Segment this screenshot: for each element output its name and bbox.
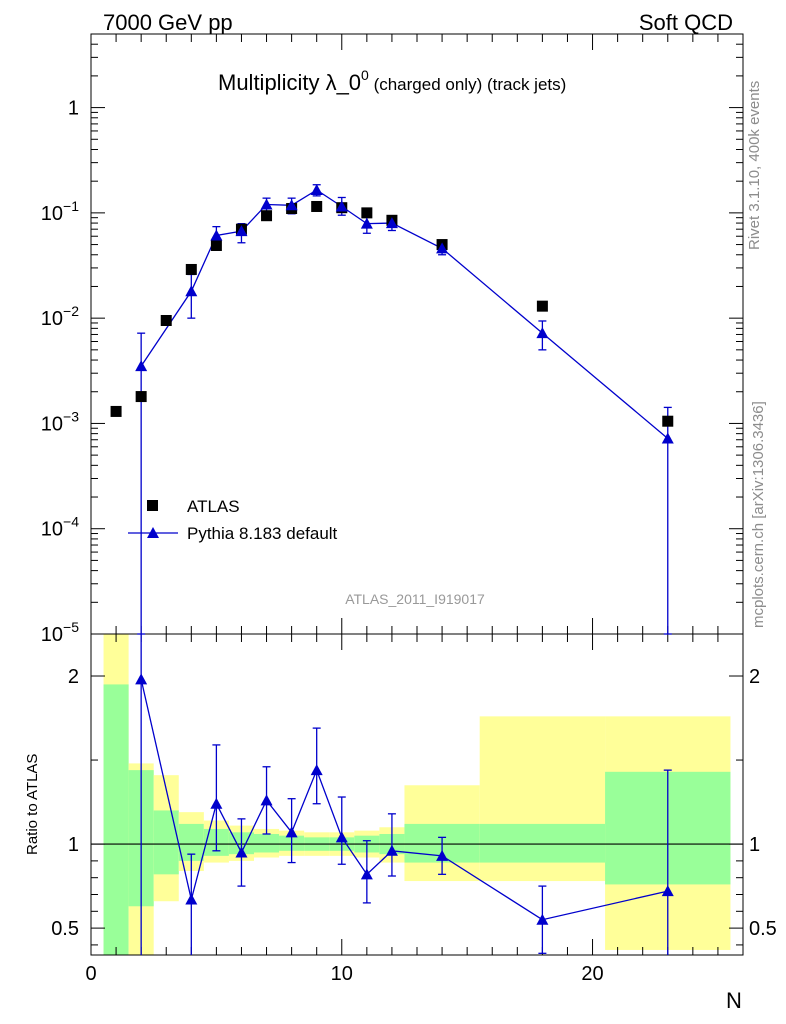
legend-pythia-marker (147, 527, 159, 538)
y-tick-label: 10−5 (41, 619, 79, 646)
green-band-bin (153, 810, 179, 875)
ratio-point (335, 831, 348, 843)
header-category-label: Soft QCD (639, 10, 733, 35)
pythia-point (285, 199, 298, 211)
pythia-point (310, 183, 323, 195)
ratio-y-tick-label: 1 (68, 834, 79, 856)
ratio-point (210, 797, 223, 809)
ratio-y-tick-label: 0.5 (51, 918, 79, 940)
ratio-point (135, 673, 148, 685)
y-tick-label: 10−4 (41, 514, 79, 541)
plot-title: Multiplicity λ_00 (charged only) (track … (218, 67, 566, 95)
ratio-y-tick-label: 2 (68, 666, 79, 688)
ratio-y-axis-label: Ratio to ATLAS (24, 754, 41, 855)
ratio-plot-marks (135, 634, 674, 955)
main-plot-frame: 10−5 10−4 10−3 10−2 10−1 1 (41, 33, 744, 646)
mcplots-ref-label: mcplots.cern.ch [arXiv:1306.3436] (750, 401, 767, 628)
ratio-y-tick-label: 2 (749, 666, 760, 688)
analysis-watermark: ATLAS_2011_I919017 (345, 591, 485, 607)
ratio-point (185, 893, 198, 905)
ratio-point (360, 868, 373, 880)
legend-pythia-label: Pythia 8.183 default (187, 524, 338, 543)
header-energy-label: 7000 GeV pp (103, 10, 233, 35)
rivet-info-label: Rivet 3.1.10, 400k events (746, 81, 763, 250)
atlas-point (210, 239, 222, 251)
pythia-point (661, 432, 674, 444)
ratio-point (661, 885, 674, 897)
atlas-point (662, 415, 674, 427)
ratio-plot-frame: 0 10 20 0.5 0.5 1 1 2 2 (51, 633, 777, 985)
main-axes-box (90, 33, 744, 635)
green-band-bin (254, 833, 280, 853)
ratio-point (536, 913, 549, 925)
x-axis-label: N (726, 988, 742, 1013)
main-plot-marks (110, 183, 674, 635)
legend-atlas-label: ATLAS (187, 497, 240, 516)
ratio-point (310, 764, 323, 776)
ratio-point (436, 849, 449, 861)
green-band-bin (479, 823, 606, 863)
atlas-point (185, 263, 197, 275)
ratio-point (235, 846, 248, 858)
y-tick-label: 10−3 (41, 408, 79, 435)
legend: ATLAS Pythia 8.183 default (128, 497, 338, 543)
pythia-point (235, 225, 248, 237)
ratio-point (285, 826, 298, 838)
x-tick-label: 10 (331, 963, 353, 985)
pythia-point (260, 198, 273, 210)
ratio-y-tick-label: 1 (749, 834, 760, 856)
ratio-uncertainty-bands (103, 634, 731, 955)
atlas-point (361, 207, 373, 219)
atlas-point (110, 405, 122, 417)
atlas-point (311, 200, 323, 212)
x-tick-label: 0 (85, 963, 96, 985)
y-tick-label: 1 (68, 98, 79, 120)
pythia-point (436, 242, 449, 254)
atlas-point (135, 391, 147, 403)
pythia-point (185, 285, 198, 297)
pythia-point (335, 200, 348, 212)
pythia-point (210, 229, 223, 241)
pythia-point (385, 217, 398, 229)
ratio-y-tick-label: 0.5 (749, 918, 777, 940)
legend-atlas-marker (147, 500, 158, 511)
ratio-point (385, 844, 398, 856)
pythia-point (135, 360, 148, 372)
pythia-point (536, 327, 549, 339)
x-tick-label: 20 (581, 963, 603, 985)
pythia-point (360, 217, 373, 229)
green-band-bin (103, 684, 129, 955)
atlas-point (160, 314, 172, 326)
atlas-point (536, 300, 548, 312)
ratio-point (260, 794, 273, 806)
y-tick-label: 10−1 (41, 198, 79, 225)
atlas-point (261, 210, 273, 222)
y-tick-label: 10−2 (41, 303, 79, 330)
